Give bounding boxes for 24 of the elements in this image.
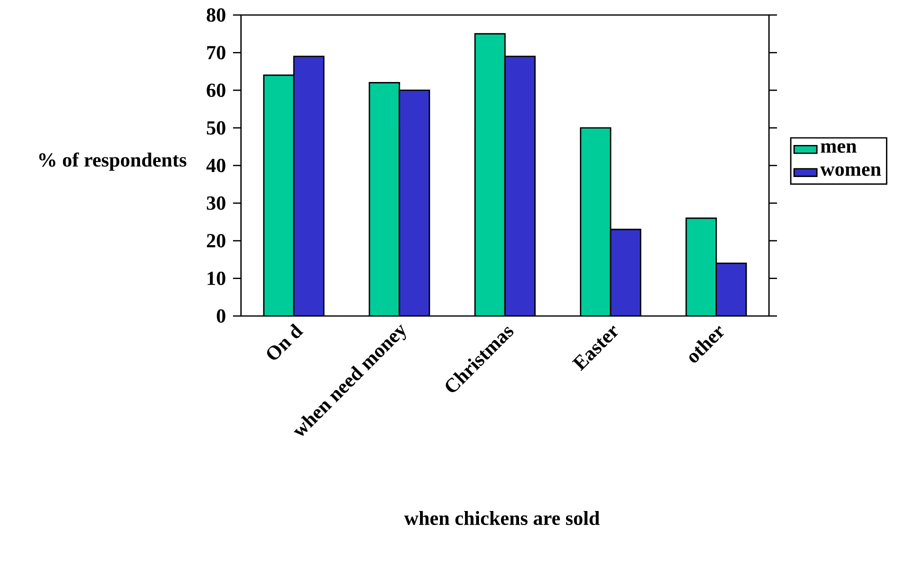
bar (368, 82, 400, 316)
bar (610, 228, 642, 316)
y-tick-label: 0 (216, 309, 226, 323)
legend-label: men (820, 143, 857, 153)
y-tick-label: 20 (206, 234, 226, 248)
y-tick-label: 80 (206, 8, 226, 22)
legend-label: women (820, 166, 881, 176)
x-tick-label: On d (267, 323, 304, 360)
bar (716, 262, 747, 316)
y-tick-label: 70 (207, 46, 226, 60)
bar (474, 33, 506, 316)
x-axis-title: when chickens are sold (404, 510, 600, 526)
y-tick-label: 50 (206, 121, 226, 135)
bar (504, 56, 536, 316)
bar (686, 218, 717, 316)
y-tick-label: 10 (208, 272, 226, 286)
bar (293, 56, 324, 316)
y-tick-label: 30 (206, 196, 226, 210)
y-axis-title: % of respondents (39, 152, 186, 171)
y-tick-label: 60 (206, 84, 226, 97)
bar (580, 127, 612, 316)
y-tick-label: 40 (206, 158, 226, 172)
bar (398, 90, 430, 316)
bar (263, 74, 294, 316)
